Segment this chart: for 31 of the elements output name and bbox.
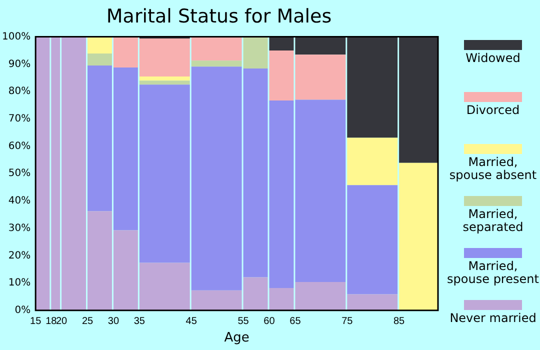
x-tick-label: 65 xyxy=(290,316,302,328)
x-tick-label: 15 xyxy=(30,316,42,328)
chart-title: Marital Status for Males xyxy=(106,5,332,28)
y-tick-label: 60% xyxy=(8,140,31,152)
x-tick-label: 60 xyxy=(264,316,276,328)
y-tick-label: 90% xyxy=(8,58,31,70)
y-tick-label: 30% xyxy=(8,222,31,234)
x-tick-label: 20 xyxy=(56,316,68,328)
y-tick-label: 50% xyxy=(8,168,31,180)
y-tick-label: 70% xyxy=(8,113,31,124)
legend-label: Widowed xyxy=(466,51,520,65)
x-axis-title: Age xyxy=(224,330,250,346)
legend-label: Married, spouse absent xyxy=(448,155,538,182)
legend-label: Never married xyxy=(450,311,536,325)
y-tick-label: 10% xyxy=(8,278,31,289)
y-tick-label: 80% xyxy=(8,86,31,98)
y-tick-label: 0% xyxy=(14,304,31,316)
legend-label: Married, spouse present xyxy=(446,259,540,286)
x-tick-label: 55 xyxy=(238,316,250,328)
legend-label: Divorced xyxy=(466,103,520,117)
y-tick-label: 40% xyxy=(8,196,31,207)
y-tick-label: 100% xyxy=(2,31,31,42)
legend-label: Married, separated xyxy=(462,207,524,234)
x-tick-label: 18 xyxy=(46,316,58,328)
x-tick-label: 75 xyxy=(342,316,354,328)
x-tick-label: 45 xyxy=(186,316,198,328)
x-tick-label: 30 xyxy=(108,316,120,328)
x-tick-label: 25 xyxy=(82,316,94,328)
x-tick-label: 35 xyxy=(134,316,146,328)
x-tick-label: 85 xyxy=(393,316,406,328)
y-tick-label: 20% xyxy=(8,250,31,262)
